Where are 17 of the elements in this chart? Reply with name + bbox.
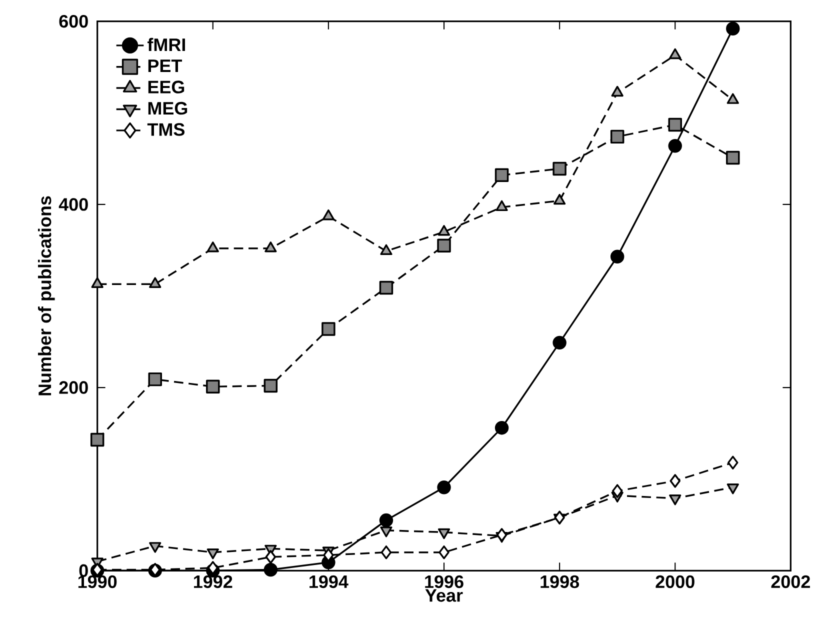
legend-label: TMS [147,123,184,136]
y-tick-label: 200 [59,381,88,394]
legend-label: fMRI [148,38,185,52]
x-tick-label: 1994 [310,576,348,588]
legend-label: EEG [148,80,184,94]
y-tick-label: 600 [59,15,88,28]
x-tick-label: 2002 [771,576,810,588]
x-tick-label: 1998 [540,576,580,588]
x-tick-label: 1996 [425,576,464,588]
x-tick-label: 1992 [194,576,232,588]
y-tick-label: 400 [58,198,88,211]
legend-label: MEG [148,102,188,115]
y-axis-title: Number of publications [38,196,55,396]
legend-label: PET [148,60,182,72]
x-axis-title: Year [425,589,463,602]
x-tick-label: 2000 [656,576,694,588]
x-tick-label: 1990 [78,576,117,588]
